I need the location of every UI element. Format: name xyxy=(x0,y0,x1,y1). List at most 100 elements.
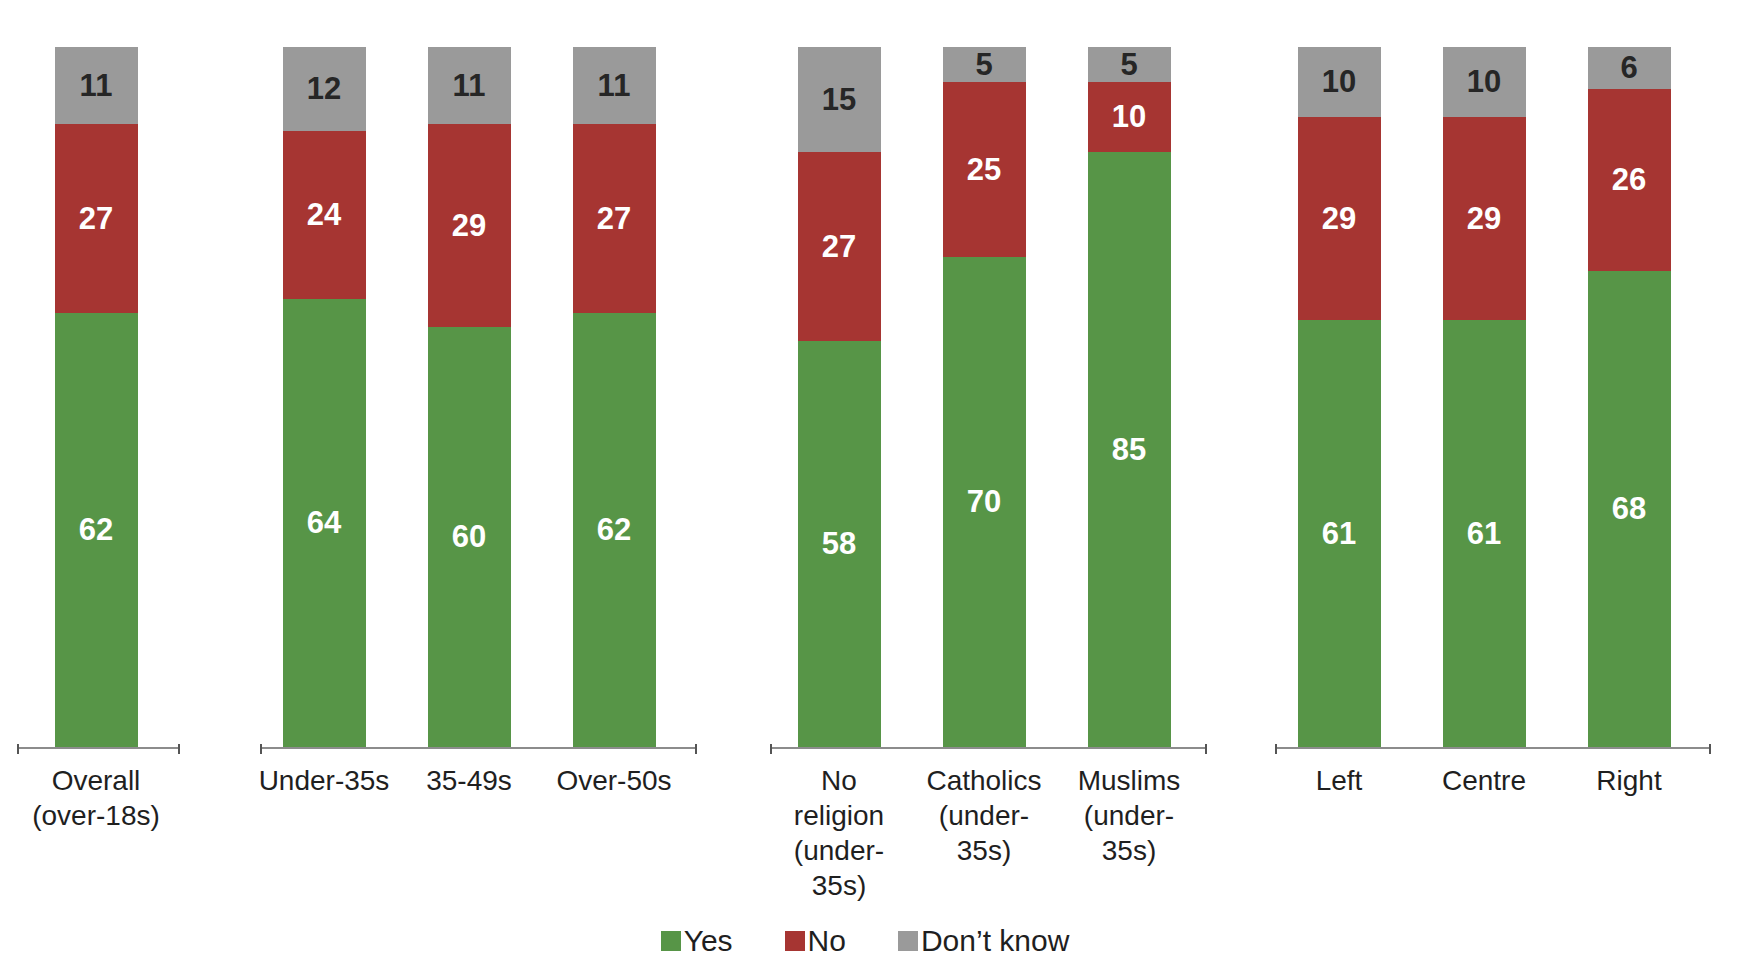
bar-segment-no: 29 xyxy=(428,124,511,327)
value-label: 68 xyxy=(1612,491,1646,527)
category-label: Over-50s xyxy=(529,763,699,798)
bar-segment-dont_know: 6 xyxy=(1588,47,1671,89)
bar-politics-2: 6 26 68 xyxy=(1588,47,1671,747)
bar-segment-yes: 60 xyxy=(428,327,511,747)
value-label: 25 xyxy=(967,152,1001,188)
bar-politics-0: 10 29 61 xyxy=(1298,47,1381,747)
legend-label-yes: Yes xyxy=(684,924,733,958)
value-label: 61 xyxy=(1322,516,1356,552)
bar-segment-dont_know: 15 xyxy=(798,47,881,152)
bar-segment-no: 27 xyxy=(573,124,656,313)
legend-label-dont-know: Don’t know xyxy=(921,924,1069,958)
value-label: 85 xyxy=(1112,432,1146,468)
axis-tick xyxy=(260,744,262,754)
chart-group-age: 122464Under-35s11296035-49s112762Over-50… xyxy=(260,0,697,960)
value-label: 5 xyxy=(1120,47,1137,83)
value-label: 11 xyxy=(598,68,631,104)
bar-age-1: 11 29 60 xyxy=(428,47,511,747)
legend: Yes No Don’t know xyxy=(0,924,1738,958)
chart-group-politics: 102961Left102961Centre62668Right xyxy=(1275,0,1711,960)
legend-swatch-dont-know xyxy=(898,931,918,951)
bar-segment-yes: 70 xyxy=(943,257,1026,747)
value-label: 29 xyxy=(1322,201,1356,237)
bar-segment-dont_know: 5 xyxy=(943,47,1026,82)
value-label: 29 xyxy=(1467,201,1501,237)
value-label: 24 xyxy=(307,197,341,233)
bar-segment-no: 27 xyxy=(798,152,881,341)
bar-segment-no: 29 xyxy=(1298,117,1381,320)
bar-segment-yes: 58 xyxy=(798,341,881,747)
axis-tick xyxy=(695,744,697,754)
axis-tick xyxy=(1205,744,1207,754)
legend-item-no: No xyxy=(785,924,846,958)
bar-segment-yes: 85 xyxy=(1088,152,1171,747)
value-label: 27 xyxy=(822,229,856,265)
axis-line xyxy=(1275,747,1711,749)
value-label: 10 xyxy=(1112,99,1146,135)
bar-segment-yes: 62 xyxy=(55,313,138,747)
value-label: 27 xyxy=(79,201,113,237)
value-label: 70 xyxy=(967,484,1001,520)
bar-segment-yes: 61 xyxy=(1443,320,1526,747)
bar-segment-dont_know: 11 xyxy=(573,47,656,124)
legend-swatch-no xyxy=(785,931,805,951)
axis-tick xyxy=(17,744,19,754)
legend-swatch-yes xyxy=(661,931,681,951)
value-label: 62 xyxy=(597,512,631,548)
value-label: 10 xyxy=(1322,64,1356,100)
chart-group-overall: 112762Overall (over-18s) xyxy=(17,0,180,960)
value-label: 11 xyxy=(453,68,486,104)
value-label: 15 xyxy=(822,82,856,118)
bar-segment-no: 29 xyxy=(1443,117,1526,320)
bar-segment-no: 27 xyxy=(55,124,138,313)
bar-segment-dont_know: 10 xyxy=(1298,47,1381,117)
bar-segment-yes: 62 xyxy=(573,313,656,747)
bar-age-0: 12 24 64 xyxy=(283,47,366,747)
category-label: Overall (over-18s) xyxy=(11,763,181,833)
axis-tick xyxy=(770,744,772,754)
bar-segment-yes: 68 xyxy=(1588,271,1671,747)
axis-line xyxy=(260,747,697,749)
value-label: 5 xyxy=(975,47,992,83)
value-label: 11 xyxy=(80,68,113,104)
bar-overall-0: 11 27 62 xyxy=(55,47,138,747)
value-label: 12 xyxy=(307,71,341,107)
axis-line xyxy=(17,747,180,749)
axis-tick xyxy=(1709,744,1711,754)
value-label: 64 xyxy=(307,505,341,541)
bar-segment-no: 10 xyxy=(1088,82,1171,152)
legend-item-yes: Yes xyxy=(661,924,733,958)
category-label: Right xyxy=(1544,763,1714,798)
bar-segment-no: 26 xyxy=(1588,89,1671,271)
value-label: 58 xyxy=(822,526,856,562)
value-label: 61 xyxy=(1467,516,1501,552)
value-label: 6 xyxy=(1620,50,1637,86)
bar-segment-no: 24 xyxy=(283,131,366,299)
bar-segment-dont_know: 11 xyxy=(55,47,138,124)
value-label: 26 xyxy=(1612,162,1646,198)
value-label: 10 xyxy=(1467,64,1501,100)
chart-group-religion: 152758No religion (under- 35s)52570Catho… xyxy=(770,0,1207,960)
axis-tick xyxy=(1275,744,1277,754)
bar-segment-dont_know: 11 xyxy=(428,47,511,124)
legend-label-no: No xyxy=(808,924,846,958)
value-label: 29 xyxy=(452,208,486,244)
axis-line xyxy=(770,747,1207,749)
bar-segment-dont_know: 5 xyxy=(1088,47,1171,82)
bar-politics-1: 10 29 61 xyxy=(1443,47,1526,747)
value-label: 60 xyxy=(452,519,486,555)
bar-segment-yes: 61 xyxy=(1298,320,1381,747)
bar-segment-dont_know: 12 xyxy=(283,47,366,131)
bar-religion-0: 15 27 58 xyxy=(798,47,881,747)
legend-item-dont-know: Don’t know xyxy=(898,924,1069,958)
value-label: 62 xyxy=(79,512,113,548)
bar-religion-2: 5 10 85 xyxy=(1088,47,1171,747)
bar-segment-no: 25 xyxy=(943,82,1026,257)
bar-age-2: 11 27 62 xyxy=(573,47,656,747)
bar-segment-yes: 64 xyxy=(283,299,366,747)
axis-tick xyxy=(178,744,180,754)
value-label: 27 xyxy=(597,201,631,237)
bar-religion-1: 5 25 70 xyxy=(943,47,1026,747)
bar-segment-dont_know: 10 xyxy=(1443,47,1526,117)
category-label: Muslims (under- 35s) xyxy=(1044,763,1214,868)
